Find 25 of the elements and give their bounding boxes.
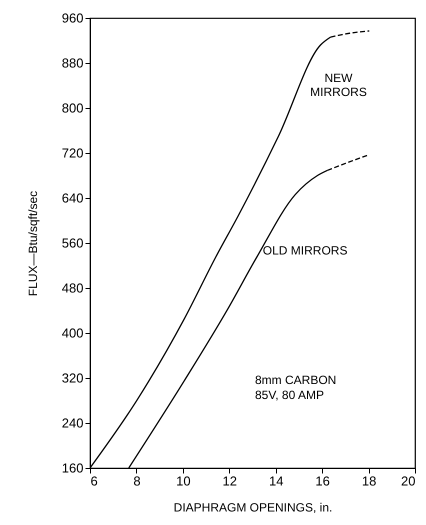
y-tick-label: 800 xyxy=(62,100,84,116)
y-tick-label: 320 xyxy=(62,370,84,386)
x-tick-label: 14 xyxy=(268,474,284,488)
x-tick-label: 16 xyxy=(315,474,330,488)
y-tick-label: 640 xyxy=(62,190,84,206)
y-tick-label: 160 xyxy=(62,460,84,476)
y-tick-label: 560 xyxy=(62,236,84,250)
series-label: NEW MIRRORS xyxy=(310,71,367,100)
x-tick-label: 10 xyxy=(176,474,191,488)
x-tick-label: 20 xyxy=(401,474,416,488)
x-axis-title: DIAPHRAGM OPENINGS, in. xyxy=(174,500,332,514)
x-tick-label: 18 xyxy=(362,474,376,488)
y-tick-label: 480 xyxy=(62,280,84,296)
series-label: OLD MIRRORS xyxy=(262,244,348,258)
y-tick-label: 720 xyxy=(62,146,84,160)
annotation: 8mm CARBON xyxy=(255,373,336,387)
x-tick-label: 8 xyxy=(133,474,141,488)
annotation: 85V, 80 AMP xyxy=(255,388,324,402)
y-tick-label: 880 xyxy=(62,56,84,70)
x-tick-label: 6 xyxy=(90,474,98,488)
y-axis-title: FLUX—Btu/sqft/sec xyxy=(26,190,40,296)
y-tick-label: 400 xyxy=(62,326,84,340)
x-tick-label: 12 xyxy=(222,474,238,488)
y-tick-label: 960 xyxy=(62,10,84,26)
y-tick-label: 240 xyxy=(62,416,84,430)
